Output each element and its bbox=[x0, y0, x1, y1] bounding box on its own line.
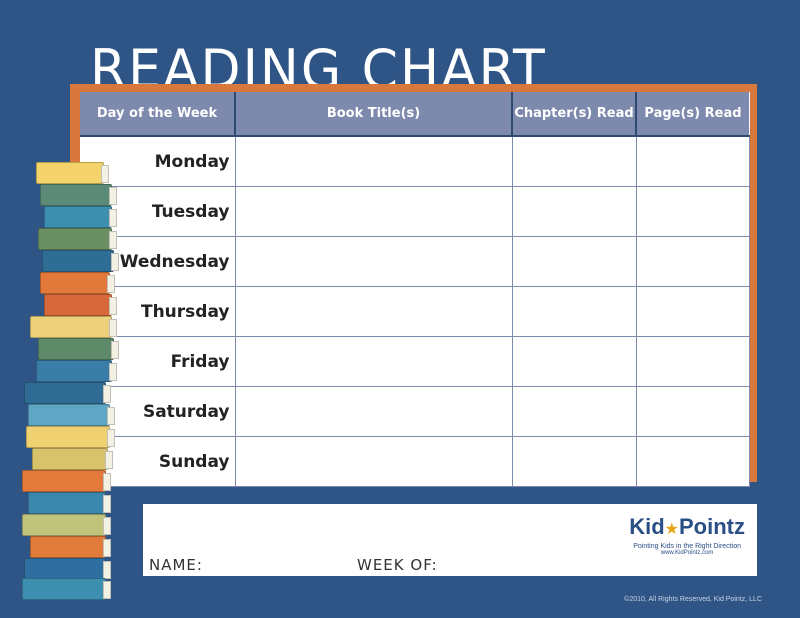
chapters-cell[interactable] bbox=[511, 186, 637, 237]
book-title-cell[interactable] bbox=[234, 386, 513, 437]
logo-pointz: Pointz bbox=[679, 514, 745, 539]
book-illustration bbox=[40, 272, 115, 294]
book-title-cell[interactable] bbox=[234, 186, 513, 237]
chapters-cell[interactable] bbox=[511, 386, 637, 437]
week-of-label: WEEK OF: bbox=[357, 556, 438, 574]
chapters-cell[interactable] bbox=[511, 286, 637, 337]
table-row: Wednesday bbox=[80, 236, 750, 287]
book-illustration bbox=[24, 558, 111, 580]
pages-cell[interactable] bbox=[635, 386, 750, 437]
copyright-text: ©2010, All Rights Reserved, Kid Pointz, … bbox=[624, 596, 762, 603]
logo-kid: Kid bbox=[629, 514, 665, 539]
reading-table: Day of the Week Book Title(s) Chapter(s)… bbox=[80, 92, 750, 487]
book-title-cell[interactable] bbox=[234, 236, 513, 287]
table-row: Thursday bbox=[80, 286, 750, 337]
day-cell: Saturday bbox=[80, 386, 236, 437]
table-row: Saturday bbox=[80, 386, 750, 437]
book-illustration bbox=[22, 578, 111, 600]
table-row: Monday bbox=[80, 135, 750, 187]
book-illustration bbox=[28, 492, 111, 514]
pages-cell[interactable] bbox=[635, 186, 750, 237]
kidpointz-logo: Kid★Pointz Pointing Kids in the Right Di… bbox=[629, 514, 745, 556]
book-illustration bbox=[36, 162, 109, 184]
book-title-cell[interactable] bbox=[234, 436, 513, 487]
pages-cell[interactable] bbox=[635, 436, 750, 487]
header-pages: Page(s) Read bbox=[636, 92, 749, 137]
table-row: Sunday bbox=[80, 436, 750, 487]
star-icon: ★ bbox=[664, 519, 679, 538]
pages-cell[interactable] bbox=[635, 236, 750, 287]
chapters-cell[interactable] bbox=[511, 336, 637, 387]
chapters-cell[interactable] bbox=[511, 236, 637, 287]
book-illustration bbox=[24, 382, 111, 404]
header-row: Day of the Week Book Title(s) Chapter(s)… bbox=[80, 92, 749, 137]
book-title-cell[interactable] bbox=[234, 135, 513, 187]
book-illustration bbox=[44, 294, 117, 316]
name-label: NAME: bbox=[149, 556, 203, 574]
header-chapters: Chapter(s) Read bbox=[512, 92, 637, 137]
book-illustration bbox=[22, 514, 111, 536]
chapters-cell[interactable] bbox=[511, 135, 637, 187]
book-illustration bbox=[38, 228, 117, 250]
book-illustration bbox=[22, 470, 111, 492]
chapters-cell[interactable] bbox=[511, 436, 637, 487]
header-book-title: Book Title(s) bbox=[235, 92, 513, 137]
table-row: Tuesday bbox=[80, 186, 750, 237]
logo-url: www.KidPointz.com bbox=[660, 550, 714, 556]
book-illustration bbox=[40, 184, 117, 206]
table-row: Friday bbox=[80, 336, 750, 387]
book-illustration bbox=[26, 426, 115, 448]
pages-cell[interactable] bbox=[635, 336, 750, 387]
book-illustration bbox=[30, 316, 117, 338]
book-illustration bbox=[44, 206, 117, 228]
book-illustration bbox=[36, 360, 117, 382]
book-stack-illustration bbox=[18, 160, 128, 600]
book-title-cell[interactable] bbox=[234, 286, 513, 337]
pages-cell[interactable] bbox=[635, 135, 750, 187]
book-title-cell[interactable] bbox=[234, 336, 513, 387]
book-illustration bbox=[42, 250, 119, 272]
book-illustration bbox=[38, 338, 119, 360]
book-illustration bbox=[28, 404, 115, 426]
logo-tagline: Pointing Kids in the Right Direction bbox=[633, 543, 741, 550]
header-day: Day of the Week bbox=[80, 92, 236, 137]
book-illustration bbox=[32, 448, 113, 470]
book-illustration bbox=[30, 536, 111, 558]
pages-cell[interactable] bbox=[635, 286, 750, 337]
footer-panel: NAME: WEEK OF: Kid★Pointz Pointing Kids … bbox=[143, 504, 757, 576]
